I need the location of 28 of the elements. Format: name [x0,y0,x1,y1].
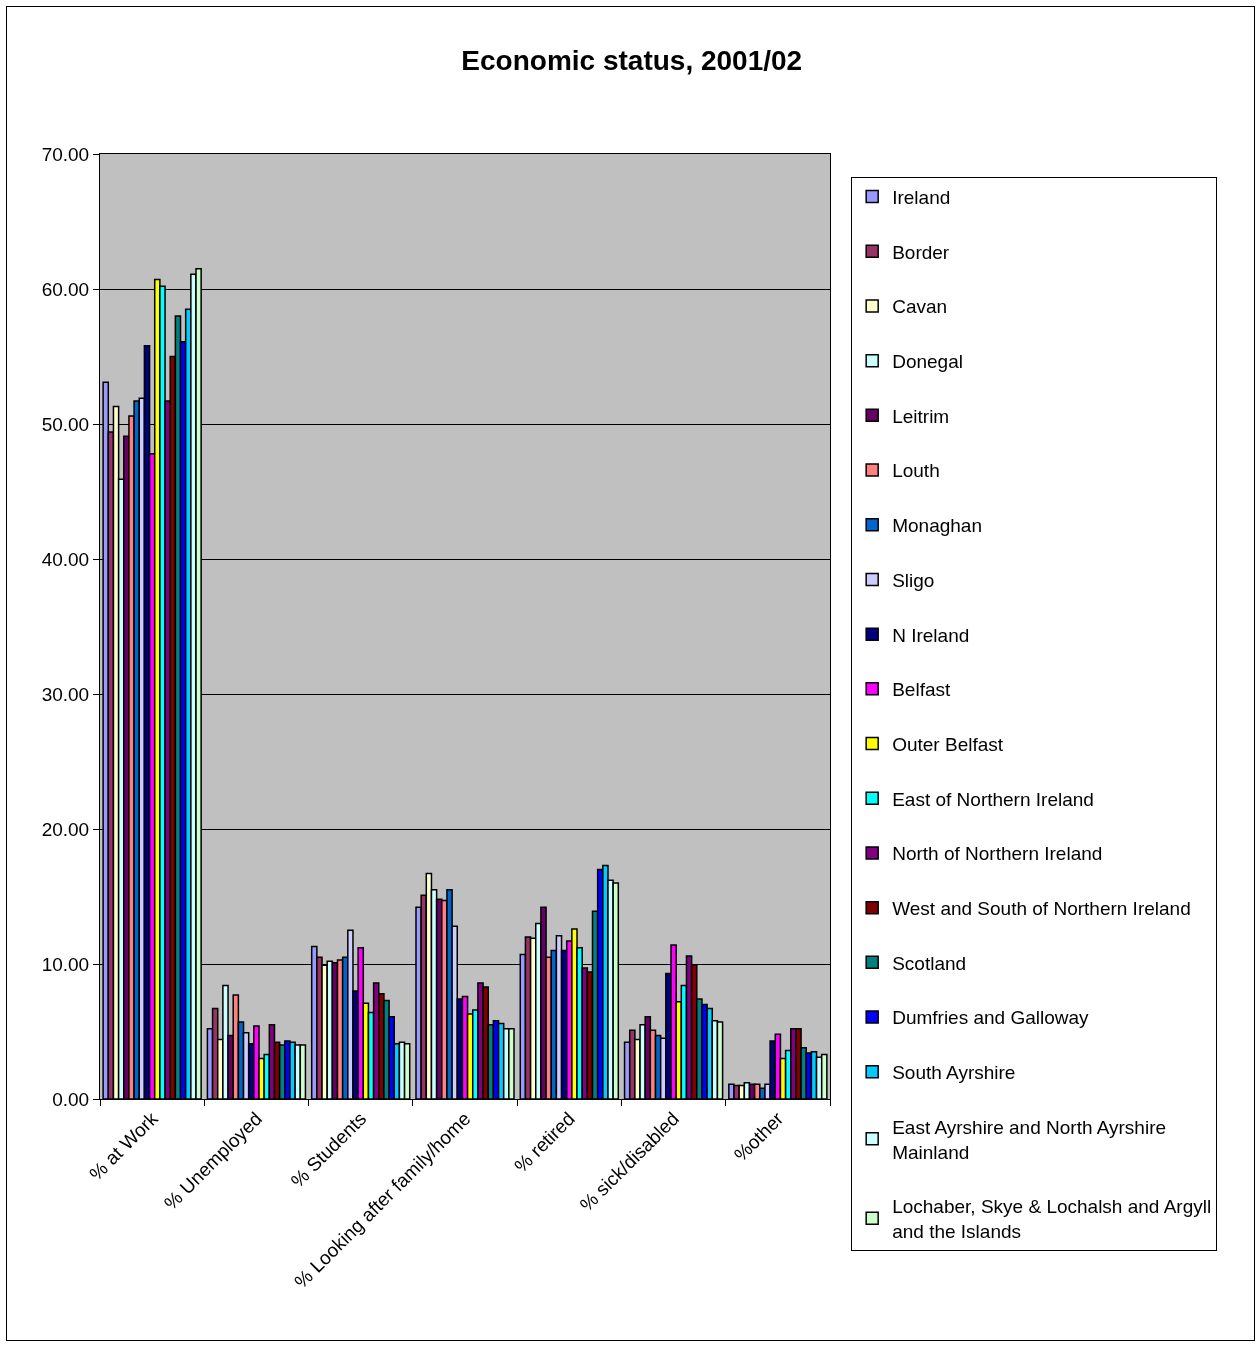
legend-label: South Ayrshire [892,1062,1016,1084]
y-tick-label: 70.00 [41,143,90,165]
y-tick-label: 0.00 [52,1088,90,1110]
legend-label: Cavan [892,296,948,318]
legend-label: Leitrim [892,405,950,427]
legend-label: West and South of Northern Ireland [892,898,1191,920]
legend-label: Belfast [892,679,951,701]
y-tick-label: 20.00 [41,818,90,840]
legend-label: Scotland [892,952,967,974]
legend-label: Dumfries and Galloway [892,1007,1090,1029]
legend-label: Louth [892,460,940,482]
y-tick-label: 40.00 [41,548,90,570]
y-tick-label: 50.00 [41,413,90,435]
legend-label: Donegal [892,351,963,373]
legend-label: N Ireland [892,624,970,646]
legend-label: Ireland [892,186,951,208]
legend-label: East of Northern Ireland [892,788,1094,810]
y-tick-label: 30.00 [41,683,90,705]
chart-title: Economic status, 2001/02 [461,44,803,76]
legend-label: Border [892,241,950,263]
legend-label: North of Northern Ireland [892,843,1103,865]
legend-label: Monaghan [892,515,982,537]
legend-label: Sligo [892,569,935,591]
y-tick-label: 60.00 [41,278,90,300]
legend-label: Lochaber, Skye & Lochalsh and Argyll and the Islands [892,1196,1212,1242]
legend-label: East Ayrshire and North Ayrshire Mainland [892,1116,1167,1163]
y-tick-label: 10.00 [41,953,90,975]
legend-label: Outer Belfast [892,733,1004,755]
